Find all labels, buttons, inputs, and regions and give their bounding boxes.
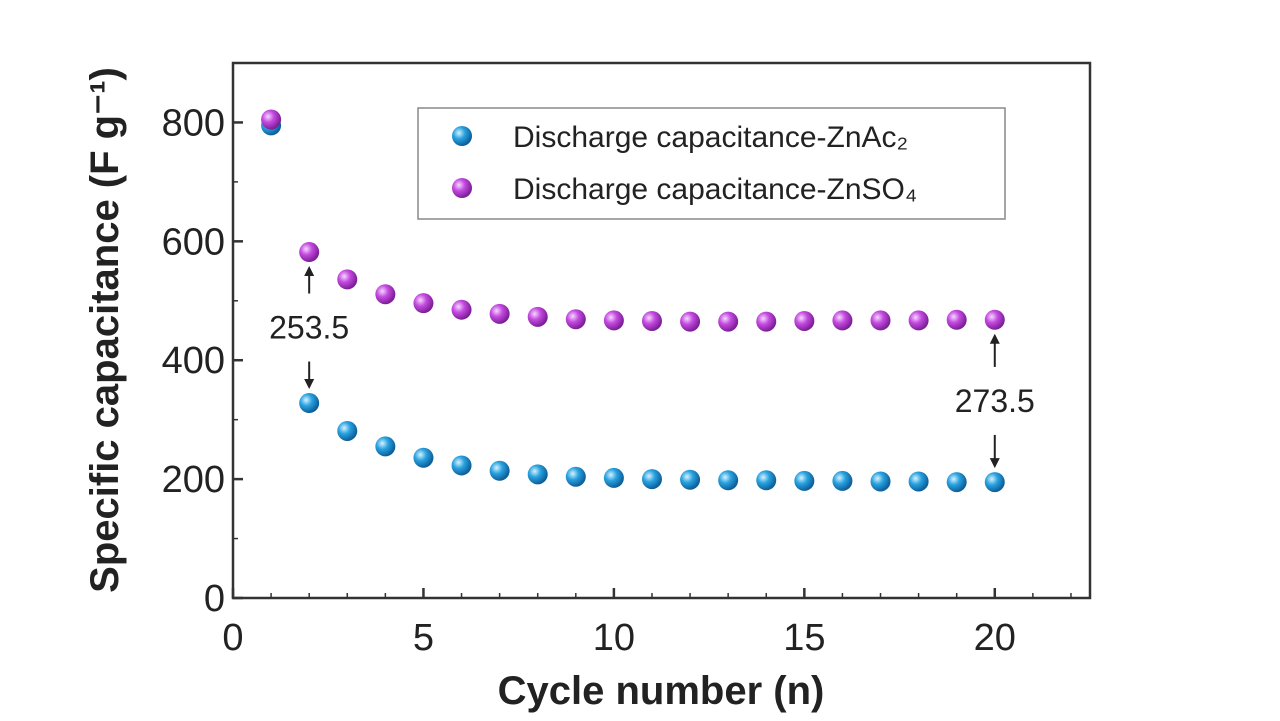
data-point-series-1 — [908, 310, 929, 331]
data-point-series-0 — [451, 455, 472, 476]
data-point-series-1 — [984, 309, 1005, 330]
annotation-arrowhead-up — [304, 266, 315, 277]
difference-annotation: 253.5 — [269, 266, 349, 390]
data-point-series-1 — [794, 310, 815, 331]
y-axis-ticks: 0 200 400 600 800 — [162, 102, 243, 620]
data-point-series-1 — [375, 284, 396, 305]
legend-box — [417, 107, 1006, 220]
data-point-series-1 — [489, 303, 510, 324]
data-point-series-0 — [299, 393, 320, 414]
y-axis-title: Specific capacitance (F g⁻¹) — [83, 67, 127, 593]
data-point-series-1 — [946, 309, 967, 330]
data-point-series-1 — [299, 242, 320, 263]
annotation-arrowhead-down — [304, 379, 315, 390]
annotation-arrowhead-up — [989, 333, 1000, 344]
x-tick-label: 0 — [222, 617, 243, 659]
annotation-label: 253.5 — [269, 310, 349, 346]
data-points — [261, 109, 1005, 493]
data-point-series-1 — [603, 310, 624, 331]
x-axis-ticks: 0 5 10 15 20 — [222, 588, 1072, 659]
data-point-series-0 — [565, 466, 586, 487]
data-point-series-1 — [718, 311, 739, 332]
data-point-series-0 — [832, 470, 853, 491]
y-tick-label: 600 — [162, 221, 225, 263]
data-point-series-1 — [337, 269, 358, 290]
annotations: 253.5 273.5 — [269, 266, 1035, 469]
data-point-series-1 — [832, 310, 853, 331]
data-point-series-1 — [870, 310, 891, 331]
data-point-series-1 — [565, 309, 586, 330]
x-tick-label: 20 — [974, 617, 1016, 659]
y-tick-label: 200 — [162, 459, 225, 501]
data-point-series-1 — [261, 109, 282, 130]
legend-label-series-1: Discharge capacitance-ZnSO₄ — [513, 173, 917, 206]
data-point-series-0 — [527, 464, 548, 485]
data-point-series-0 — [946, 472, 967, 493]
data-point-series-1 — [756, 311, 777, 332]
annotation-arrowhead-down — [989, 458, 1000, 469]
x-tick-label: 10 — [593, 617, 635, 659]
x-axis-title: Cycle number (n) — [498, 669, 825, 713]
data-point-series-0 — [413, 447, 434, 468]
data-point-series-0 — [794, 470, 815, 491]
legend-label-series-0: Discharge capacitance-ZnAc₂ — [513, 121, 908, 154]
x-tick-label: 5 — [413, 617, 434, 659]
y-tick-label: 400 — [162, 340, 225, 382]
data-point-series-0 — [756, 470, 777, 491]
data-point-series-0 — [984, 472, 1005, 493]
data-point-series-1 — [527, 306, 548, 327]
data-point-series-1 — [680, 311, 701, 332]
data-point-series-0 — [680, 469, 701, 490]
data-point-series-0 — [603, 467, 624, 488]
data-point-series-0 — [489, 460, 510, 481]
annotation-label: 273.5 — [955, 383, 1035, 419]
plot-frame — [231, 61, 1092, 600]
legend-marker-series-1 — [452, 178, 472, 198]
data-point-series-0 — [375, 436, 396, 457]
legend-marker-series-0 — [452, 126, 472, 146]
data-point-series-1 — [451, 299, 472, 320]
legend: Discharge capacitance-ZnAc₂ Discharge ca… — [417, 107, 1006, 220]
data-point-series-0 — [718, 470, 739, 491]
data-point-series-1 — [413, 293, 434, 314]
difference-annotation: 273.5 — [955, 333, 1035, 469]
data-point-series-1 — [641, 310, 662, 331]
data-point-series-0 — [337, 420, 358, 441]
y-tick-label: 800 — [162, 102, 225, 144]
x-tick-label: 15 — [783, 617, 825, 659]
y-tick-label: 0 — [204, 578, 225, 620]
data-point-series-0 — [908, 471, 929, 492]
data-point-series-0 — [870, 471, 891, 492]
data-point-series-0 — [641, 469, 662, 490]
